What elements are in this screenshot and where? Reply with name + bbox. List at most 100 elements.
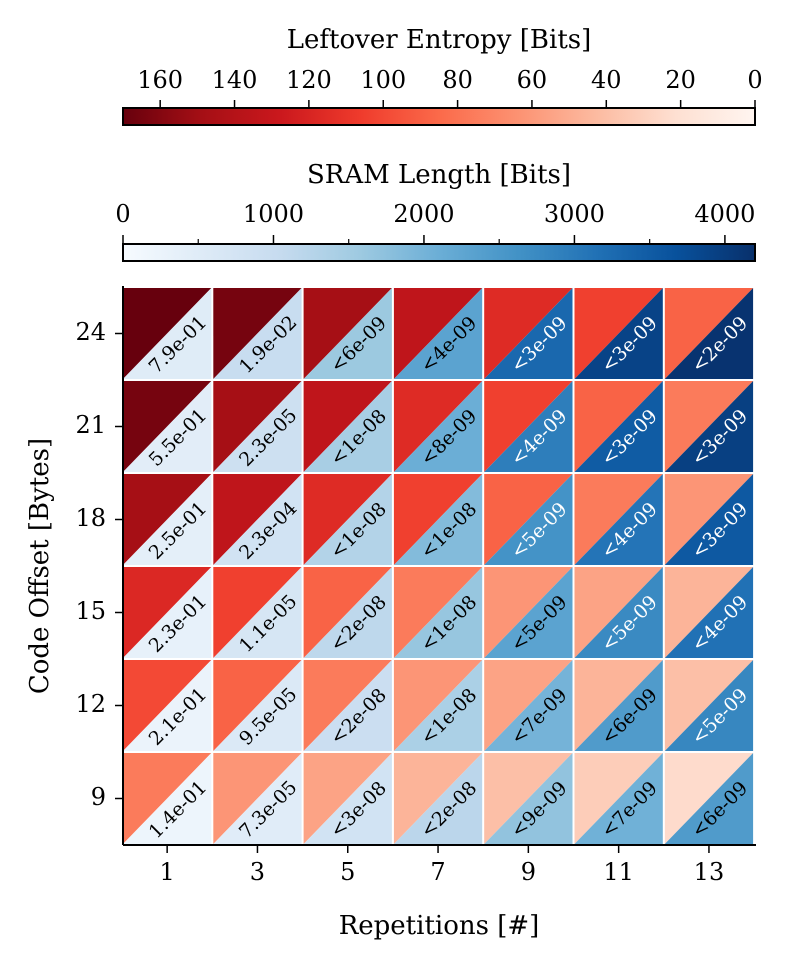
entropy-tick-label: 140 [212,66,258,94]
entropy-cell [484,660,573,751]
entropy-cell [123,753,212,844]
entropy-cell [393,660,483,751]
entropy-cell [213,381,302,472]
sram-cell [484,567,573,658]
sram-cell [574,567,663,658]
sram-cell [303,381,392,472]
sram-cell [213,753,302,844]
sram-cell [393,474,483,565]
entropy-cell [393,753,483,844]
entropy-cell [123,474,212,565]
entropy-cell [123,567,212,658]
sram-cell [393,660,483,751]
entropy-cell [574,753,663,844]
entropy-cell [123,660,212,751]
entropy-cell [664,381,754,472]
y-tick-label: 24 [75,318,106,346]
sram-tick-label: 1000 [243,200,304,228]
sram-tick-label: 0 [115,200,130,228]
entropy-cell [484,288,573,379]
sram-cell [123,288,212,379]
sram-cell [484,660,573,751]
x-tick-label: 13 [694,858,725,886]
entropy-cell [213,753,302,844]
entropy-cell [574,567,663,658]
entropy-colorbar-label: Leftover Entropy [Bits] [287,25,592,55]
y-axis-ticks: 24 21 18 15 12 9 [75,318,123,811]
sram-colorbar-ticks: 0 1000 2000 3000 4000 [115,200,755,244]
entropy-cell [123,288,212,379]
x-tick-label: 1 [160,858,175,886]
y-tick-label: 12 [75,690,106,718]
y-axis-label: Code Offset [Bytes] [25,438,55,694]
entropy-cell [664,567,754,658]
sram-cell [484,474,573,565]
y-tick-label: 15 [75,597,106,625]
sram-cell [393,288,483,379]
entropy-cell [484,567,573,658]
entropy-cell [393,567,483,658]
entropy-cell [213,288,302,379]
sram-cell [484,381,573,472]
entropy-cell [393,288,483,379]
entropy-tick-label: 20 [665,66,696,94]
entropy-cell [213,474,302,565]
sram-cell [213,288,302,379]
x-tick-label: 9 [521,858,536,886]
entropy-cell [664,474,754,565]
entropy-tick-label: 160 [137,66,183,94]
heatmap-cells: 7.9e-01 1.9e-02 <6e-09 <4e-09 <3e-09 <3e-09 <2… [123,288,754,844]
y-tick-label: 9 [91,783,106,811]
entropy-tick-label: 120 [286,66,332,94]
entropy-tick-label: 80 [442,66,473,94]
sram-cell [574,288,663,379]
sram-cell [664,567,754,658]
sram-cell [574,381,663,472]
x-axis-ticks: 1 3 5 7 9 11 13 [160,845,725,886]
sram-cell [213,567,302,658]
entropy-cell [213,567,302,658]
y-tick-label: 21 [75,411,106,439]
entropy-cell [213,660,302,751]
entropy-colorbar [122,107,756,126]
sram-cell [393,567,483,658]
sram-cell [123,567,212,658]
sram-cell [664,288,754,379]
sram-cell [303,660,392,751]
sram-cell [213,381,302,472]
entropy-cell [123,381,212,472]
entropy-tick-label: 60 [517,66,548,94]
sram-cell [303,288,392,379]
sram-cell [484,288,573,379]
sram-cell [303,567,392,658]
entropy-cell [574,660,663,751]
entropy-cell [574,288,663,379]
entropy-cell [664,288,754,379]
sram-cell [303,753,392,844]
sram-cell [123,660,212,751]
sram-cell [664,753,754,844]
x-tick-label: 11 [603,858,634,886]
sram-cell [213,660,302,751]
sram-cell [484,753,573,844]
sram-cell [664,474,754,565]
entropy-tick-label: 0 [747,66,762,94]
sram-cell [123,474,212,565]
entropy-cell [484,474,573,565]
entropy-cell [484,381,573,472]
sram-cell [574,474,663,565]
sram-cell [393,381,483,472]
sram-cell [664,660,754,751]
sram-cell [574,753,663,844]
x-tick-label: 7 [430,858,445,886]
sram-cell [123,753,212,844]
sram-cell [574,660,663,751]
entropy-cell [393,381,483,472]
sram-cell [303,474,392,565]
sram-cell [123,381,212,472]
entropy-tick-label: 100 [360,66,406,94]
entropy-cell [664,660,754,751]
sram-tick-label: 4000 [694,200,755,228]
entropy-cell [574,381,663,472]
